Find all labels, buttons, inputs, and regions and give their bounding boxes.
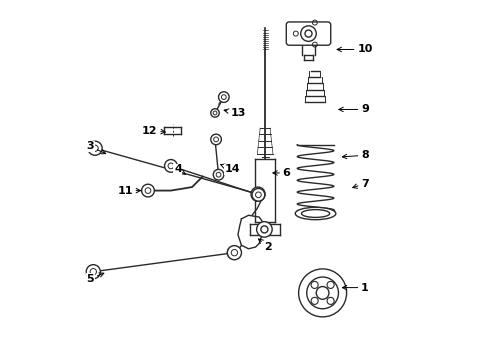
Ellipse shape — [295, 207, 336, 220]
Circle shape — [213, 170, 224, 180]
Circle shape — [252, 189, 265, 201]
FancyBboxPatch shape — [286, 22, 331, 45]
Text: 12: 12 — [142, 126, 165, 136]
Circle shape — [165, 159, 177, 172]
Text: 3: 3 — [87, 141, 106, 154]
Circle shape — [301, 26, 316, 41]
Text: 5: 5 — [87, 273, 104, 284]
Circle shape — [142, 184, 154, 197]
Circle shape — [227, 246, 242, 260]
Circle shape — [257, 222, 272, 237]
Text: 13: 13 — [224, 108, 245, 118]
Circle shape — [298, 269, 346, 317]
Text: 11: 11 — [117, 186, 141, 195]
Circle shape — [88, 141, 102, 155]
Circle shape — [219, 92, 229, 102]
Text: 9: 9 — [339, 104, 369, 114]
Circle shape — [227, 246, 240, 259]
Circle shape — [211, 109, 219, 117]
Text: 6: 6 — [273, 168, 291, 178]
Circle shape — [252, 189, 265, 201]
Text: 2: 2 — [259, 239, 272, 252]
Circle shape — [211, 134, 221, 145]
Circle shape — [251, 187, 265, 201]
Text: 8: 8 — [343, 150, 369, 160]
Circle shape — [86, 265, 100, 279]
Text: 1: 1 — [343, 283, 369, 293]
Text: 14: 14 — [220, 164, 241, 174]
Text: 4: 4 — [174, 165, 185, 174]
Text: 10: 10 — [337, 45, 372, 54]
Text: 7: 7 — [353, 179, 369, 189]
